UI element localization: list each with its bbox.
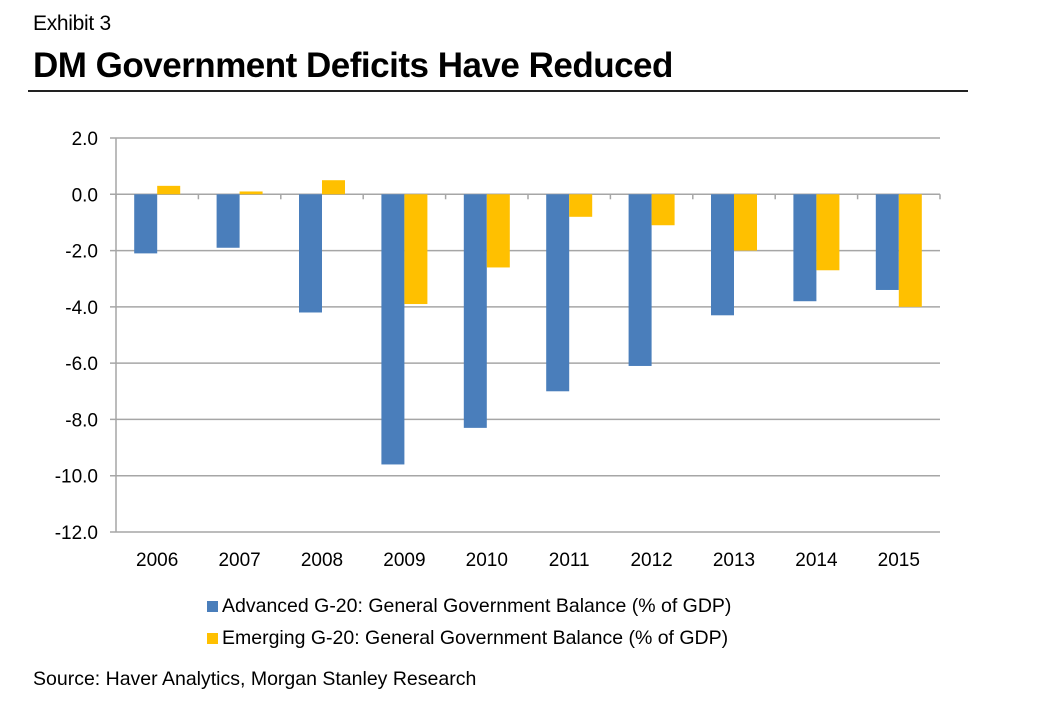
bar-advanced: [134, 194, 158, 254]
x-tick-label: 2015: [878, 550, 920, 571]
y-tick-label: -4.0: [65, 298, 98, 319]
y-tick-label: -6.0: [65, 354, 98, 375]
exhibit-label: Exhibit 3: [33, 12, 111, 35]
bar-advanced: [628, 194, 652, 366]
bar-advanced: [381, 194, 405, 465]
y-tick-label: -12.0: [55, 523, 98, 544]
legend-item-emerging: Emerging G-20: General Government Balanc…: [207, 622, 731, 654]
legend-swatch-advanced: [207, 600, 218, 612]
bar-emerging: [898, 194, 922, 307]
x-tick-label: 2010: [466, 550, 508, 571]
x-tick-label: 2007: [218, 550, 260, 571]
bar-advanced: [711, 194, 734, 316]
y-tick-label: 2.0: [72, 129, 98, 150]
legend-label-advanced: Advanced G-20: General Government Balanc…: [222, 594, 732, 617]
bar-advanced: [546, 194, 570, 392]
y-tick-label: -8.0: [65, 410, 98, 431]
x-tick-label: 2013: [713, 550, 755, 571]
x-tick-label: 2012: [630, 550, 672, 571]
bar-emerging: [486, 194, 510, 268]
x-tick-label: 2006: [136, 550, 178, 571]
title-divider: [28, 90, 968, 92]
y-tick-label: 0.0: [72, 185, 98, 206]
bar-emerging: [734, 194, 757, 251]
x-axis-labels: 2006 2007 2008 2009 2010 2011 2012 2013 2014 2015: [136, 550, 920, 571]
x-tick-label: 2011: [549, 550, 590, 571]
legend-label-emerging: Emerging G-20: General Government Balanc…: [222, 626, 729, 649]
y-axis-labels: 2.0 0.0 -2.0 -4.0 -6.0 -8.0 -10.0 -12.0: [55, 129, 98, 544]
bar-emerging: [651, 194, 675, 226]
y-tick-label: -2.0: [65, 242, 98, 263]
legend-item-advanced: Advanced G-20: General Government Balanc…: [207, 590, 731, 622]
x-tick-label: 2008: [301, 550, 343, 571]
bar-emerging: [239, 191, 263, 195]
bar-emerging: [322, 180, 345, 195]
source-note: Source: Haver Analytics, Morgan Stanley …: [33, 668, 477, 690]
bar-advanced: [299, 194, 322, 313]
bar-emerging: [569, 194, 593, 217]
bar-emerging: [404, 194, 428, 305]
legend: Advanced G-20: General Government Balanc…: [207, 590, 731, 654]
y-tick-label: -10.0: [55, 467, 98, 488]
x-tick-label: 2014: [795, 550, 838, 571]
bar-advanced: [216, 194, 240, 248]
bar-advanced: [793, 194, 817, 302]
bar-emerging: [157, 185, 181, 195]
bar-advanced: [463, 194, 487, 428]
x-tick-label: 2009: [383, 550, 425, 571]
chart-title: DM Government Deficits Have Reduced: [33, 46, 673, 85]
bar-advanced: [875, 194, 899, 290]
axes: [115, 138, 941, 532]
bars: [134, 180, 922, 465]
legend-swatch-emerging: [207, 632, 218, 644]
bar-emerging: [816, 194, 840, 271]
